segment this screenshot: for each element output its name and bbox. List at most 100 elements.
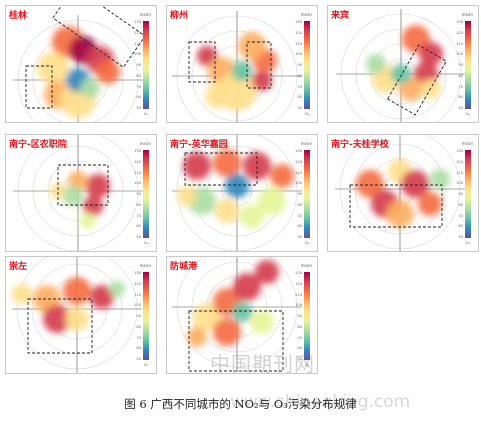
heat-blob [43, 305, 71, 333]
colorbar [465, 21, 471, 109]
heat-blob [86, 174, 110, 198]
panel-title: 南宁-英华嘉园 [170, 140, 228, 150]
heat-blob [418, 192, 442, 216]
heat-blob [177, 186, 197, 206]
colorbar-tick: 100 [134, 52, 141, 57]
heat-blob [215, 199, 239, 223]
colorbar-tick: 120 [134, 281, 141, 286]
colorbar-tick: 100 [456, 181, 463, 186]
colorbar-tick: 120 [295, 159, 302, 164]
colorbar-tick: 60 [297, 224, 302, 229]
colorbar-tick: 70 [297, 213, 302, 218]
colorbar-tick: 90 [458, 63, 463, 67]
heat-blob [90, 285, 114, 309]
panel-title: 崇左 [9, 262, 28, 272]
heat-blob [258, 187, 286, 215]
heat-blob [401, 170, 429, 198]
heat-blob [250, 310, 274, 334]
colorbar-tick: 100 [295, 181, 302, 186]
colorbar-tick: 70 [458, 213, 463, 218]
highlight-box [349, 184, 443, 228]
colorbar-tick: 90 [297, 63, 302, 67]
colorbar-tick: 130 [134, 271, 141, 275]
heat-blob [63, 277, 91, 305]
polar-plot-5 [172, 135, 302, 251]
colorbar-tick: 120 [456, 30, 463, 35]
colorbar-tick: 80 [297, 73, 302, 78]
heat-blob [238, 32, 266, 60]
heat-field [37, 26, 120, 118]
colorbar-axis-label: O₃ [143, 112, 148, 116]
colorbar-tick: 100 [134, 303, 141, 308]
heat-blob [50, 183, 66, 199]
colorbar-tick: 90 [297, 314, 302, 318]
panel-6: 南宁-夫桂学校 mean 130 120 110 100 90 80 70 60 50 O₃ [327, 134, 479, 252]
colorbar-tick: 130 [295, 20, 302, 24]
colorbar [143, 272, 149, 360]
colorbar-tick: 50 [297, 235, 302, 239]
colorbar-tick: 80 [297, 324, 302, 329]
colorbar-tick: 90 [136, 192, 141, 196]
colorbar-tick: 120 [134, 30, 141, 35]
polar-plot-8 [172, 257, 302, 372]
heat-blob [187, 327, 207, 347]
panel-5: 南宁-英华嘉园 mean 130 120 110 100 90 80 70 60 50 O₃ [166, 134, 318, 252]
heat-blob [430, 169, 450, 189]
panel-2: 柳州 mean 130 120 110 100 90 80 70 60 50 O₃ [166, 5, 318, 123]
heat-blob [63, 186, 83, 206]
heat-blob [197, 46, 217, 66]
colorbar-axis-label: O₃ [465, 112, 470, 116]
heat-blob [183, 152, 211, 180]
panel-8: 防城港 mean 130 120 110 100 90 80 70 60 50 O₃ [166, 256, 318, 374]
colorbar-tick: 120 [456, 159, 463, 164]
colorbar-tick: 80 [136, 202, 141, 207]
colorbar-tick: 70 [458, 84, 463, 89]
colorbar-axis-label: O₃ [304, 241, 309, 245]
panel-title: 南宁-夫桂学校 [331, 140, 389, 150]
polar-plot-7 [12, 257, 142, 373]
panel-title: 柳州 [170, 11, 189, 21]
heat-blob [213, 149, 241, 177]
colorbar-axis-label: O₃ [143, 363, 148, 367]
colorbar-tick: 50 [136, 357, 141, 361]
highlight-box [27, 298, 93, 354]
polar-plot-2 [172, 11, 302, 122]
colorbar-tick: 110 [456, 170, 463, 175]
heat-blob [213, 318, 241, 346]
heat-blob [232, 61, 252, 81]
panel-7: 崇左 mean 130 120 110 100 90 80 70 60 50 O₃ [5, 256, 157, 374]
colorbar-tick: 60 [458, 95, 463, 100]
colorbar-tick: 100 [295, 52, 302, 57]
figure-caption: 图 6 广西不同城市的 NO₂与 O₃污染分布规律 [124, 397, 357, 411]
colorbar-tick: 130 [295, 271, 302, 275]
colorbar [143, 150, 149, 238]
colorbar-tick: 50 [136, 106, 141, 110]
heat-blob [109, 281, 125, 297]
colorbar-tick: 90 [297, 192, 302, 196]
panel-title: 防城港 [170, 262, 198, 272]
heat-field [356, 159, 450, 228]
colorbar-tick: 50 [297, 357, 302, 361]
heat-blob [421, 79, 441, 99]
heat-field [366, 25, 443, 101]
colorbar-tick: 80 [458, 73, 463, 78]
heat-blob [391, 64, 411, 84]
heat-blob [366, 54, 386, 74]
highlight-box [57, 164, 109, 206]
colorbar-tick: 120 [295, 30, 302, 35]
colorbar-tick: 60 [297, 346, 302, 351]
heat-blob [193, 303, 221, 331]
colorbar-tick: 120 [134, 159, 141, 164]
colorbar-tick: 80 [297, 202, 302, 207]
heat-blob [83, 196, 103, 216]
colorbar-tick: 110 [295, 170, 302, 175]
colorbar-title: mean [461, 141, 473, 146]
polar-plot-3 [336, 9, 466, 122]
colorbar-axis-label: O₃ [143, 241, 148, 245]
heat-blob [255, 260, 279, 284]
colorbar-title: mean [300, 12, 312, 17]
colorbar-tick: 90 [136, 63, 141, 67]
colorbar-tick: 70 [136, 213, 141, 218]
colorbar-tick: 110 [134, 170, 141, 175]
colorbar-title: mean [139, 263, 151, 268]
